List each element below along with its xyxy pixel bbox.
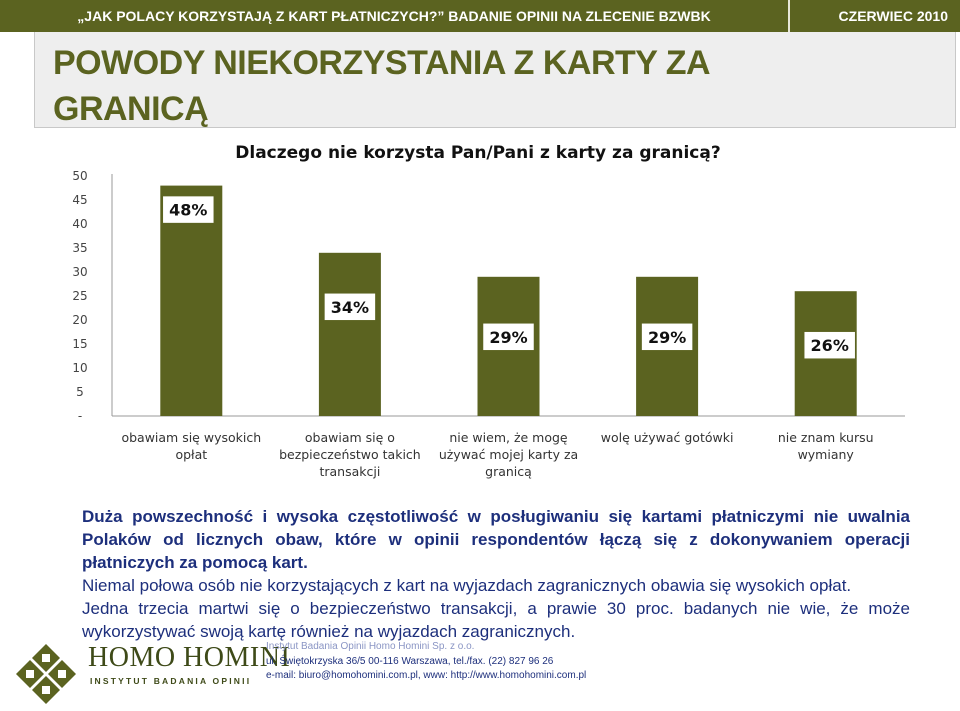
finding-2: Jedna trzecia martwi się o bezpieczeństw… <box>82 599 910 641</box>
y-tick-label: 20 <box>72 313 87 327</box>
category-label: granicą <box>485 464 532 479</box>
y-tick-label: 45 <box>72 193 87 207</box>
company-name: Instytut Badania Opinii Homo Homini Sp. … <box>266 641 475 652</box>
logo-wordmark: HOMO HOMINI <box>88 642 291 673</box>
data-label: 34% <box>331 298 369 317</box>
data-label: 48% <box>169 201 207 220</box>
y-tick-label: - <box>78 409 82 423</box>
category-label: obawiam się wysokich <box>121 430 261 445</box>
category-label: wolę używać gotówki <box>601 430 734 445</box>
category-label: transakcji <box>319 464 380 479</box>
y-tick-label: 25 <box>72 289 87 303</box>
footer: HOMO HOMINI INSTYTUT BADANIA OPINII Inst… <box>0 636 960 711</box>
data-label-box <box>323 292 377 322</box>
y-tick-label: 40 <box>72 217 87 231</box>
chart-title: Dlaczego nie korzysta Pan/Pani z karty z… <box>235 143 720 163</box>
contact-info: Instytut Badania Opinii Homo Homini Sp. … <box>266 640 586 684</box>
y-tick-label: 15 <box>72 337 87 351</box>
data-label-box <box>481 322 536 352</box>
y-tick-label: 30 <box>72 265 87 279</box>
homo-homini-logo-icon <box>16 644 76 704</box>
data-label-box <box>161 194 216 225</box>
company-address: ul. Świętokrzyska 36/5 00-116 Warszawa, … <box>266 655 554 667</box>
survey-title: „JAK POLACY KORZYSTAJĄ Z KART PŁATNICZYC… <box>0 0 790 32</box>
body-text: Duża powszechność i wysoka częstotliwość… <box>82 505 910 643</box>
category-label: nie znam kursu <box>778 430 874 445</box>
slide-title-box: POWODY NIEKORZYSTANIA Z KARTY ZA GRANICĄ <box>34 32 956 128</box>
company-contact: e-mail: biuro@homohomini.com.pl, www: ht… <box>266 670 587 681</box>
survey-date: CZERWIEC 2010 <box>838 8 948 24</box>
data-label: 29% <box>648 328 686 347</box>
finding-1: Niemal połowa osób nie korzystających z … <box>82 576 852 595</box>
category-label: opłat <box>175 447 207 462</box>
data-label: 29% <box>489 328 527 347</box>
summary-paragraph: Duża powszechność i wysoka częstotliwość… <box>82 507 910 572</box>
y-tick-label: 50 <box>72 169 87 183</box>
category-label: nie wiem, że mogę <box>449 430 568 445</box>
data-label: 26% <box>811 336 849 355</box>
data-label-box <box>802 330 857 360</box>
header-bar: „JAK POLACY KORZYSTAJĄ Z KART PŁATNICZYC… <box>0 0 960 32</box>
category-label: używać mojej karty za <box>439 447 578 462</box>
category-label: wymiany <box>798 447 855 462</box>
logo-tagline: INSTYTUT BADANIA OPINII <box>90 676 252 686</box>
slide-title: POWODY NIEKORZYSTANIA Z KARTY ZA GRANICĄ <box>53 44 709 128</box>
bar <box>318 252 381 416</box>
category-label: obawiam się o <box>305 430 395 445</box>
y-tick-label: 10 <box>72 361 87 375</box>
category-label: bezpieczeństwo takich <box>279 447 421 462</box>
bar-chart: Dlaczego nie korzysta Pan/Pani z karty z… <box>72 143 905 479</box>
y-tick-label: 5 <box>76 385 84 399</box>
y-tick-label: 35 <box>72 241 87 255</box>
data-label-box <box>640 322 694 352</box>
